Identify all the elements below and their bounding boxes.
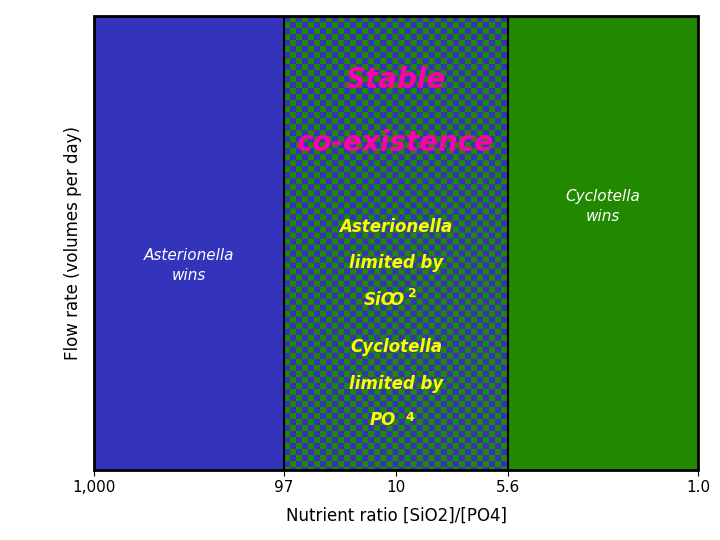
Text: 2: 2 <box>408 287 417 300</box>
Text: Asterionella
wins: Asterionella wins <box>143 248 234 283</box>
Text: 4: 4 <box>405 411 415 424</box>
Bar <box>508 16 698 470</box>
Text: Stable: Stable <box>346 66 446 94</box>
Text: SiO: SiO <box>364 291 396 309</box>
X-axis label: Nutrient ratio [SiO2]/[PO4]: Nutrient ratio [SiO2]/[PO4] <box>286 507 506 524</box>
Text: limited by: limited by <box>349 254 443 272</box>
Text: Asterionella: Asterionella <box>339 218 453 236</box>
Bar <box>94 16 284 470</box>
Text: limited by: limited by <box>349 375 443 393</box>
Text: O: O <box>389 291 403 309</box>
Text: PO: PO <box>370 411 396 429</box>
Text: Cyclotella: Cyclotella <box>350 339 442 356</box>
Y-axis label: Flow rate (volumes per day): Flow rate (volumes per day) <box>65 126 83 360</box>
Text: Cyclotella
wins: Cyclotella wins <box>566 190 641 224</box>
Text: co-existence: co-existence <box>297 129 495 157</box>
